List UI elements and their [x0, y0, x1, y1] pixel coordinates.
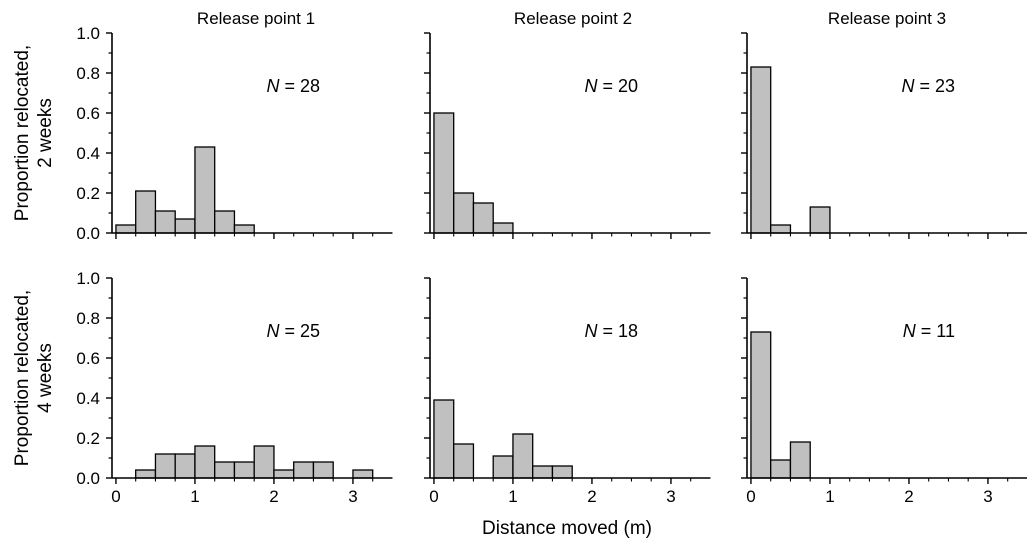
- y-tick-label: 0.4: [76, 144, 100, 163]
- histogram-bar: [312, 461, 334, 479]
- histogram-bar: [233, 224, 255, 234]
- row-label-2-weeks-line1: Proportion relocated,: [12, 45, 33, 221]
- x-tick-label: 3: [983, 487, 992, 506]
- histogram-bar: [174, 218, 196, 234]
- x-tick-label: 0: [111, 487, 120, 506]
- y-tick-label: 1.0: [76, 269, 100, 288]
- histogram-bar: [433, 112, 455, 234]
- histogram-bar: [453, 443, 475, 479]
- histogram-bar: [352, 469, 374, 479]
- row-label-4-weeks-line1: Proportion relocated,: [12, 290, 33, 466]
- x-tick-label: 1: [508, 487, 517, 506]
- row-label-4-weeks-line2: 4 weeks: [35, 343, 56, 413]
- histogram-bar: [472, 202, 494, 234]
- histogram-bar: [135, 190, 157, 234]
- y-tick-label: 0.8: [76, 64, 100, 83]
- y-tick-label: 0.4: [76, 389, 100, 408]
- histogram-bar: [532, 465, 554, 479]
- row-label-2-weeks: Proportion relocated, 2 weeks: [12, 45, 56, 221]
- x-tick-label: 3: [348, 487, 357, 506]
- n-annotation: N = 25: [266, 321, 320, 341]
- histogram-bar: [233, 461, 255, 479]
- histogram-bar: [174, 453, 196, 479]
- panel-r1c2: N = 20: [424, 32, 711, 239]
- y-tick-label: 0.0: [76, 224, 100, 243]
- histogram-bar: [453, 192, 475, 234]
- histogram-bar: [214, 461, 236, 479]
- histogram-bar: [214, 210, 236, 234]
- histogram-bar: [194, 445, 216, 479]
- histogram-bar: [154, 453, 176, 479]
- n-annotation: N = 23: [901, 76, 955, 96]
- histogram-bar: [789, 441, 811, 479]
- n-annotation: N = 20: [584, 76, 638, 96]
- x-tick-label: 0: [429, 487, 438, 506]
- histogram-bar: [194, 146, 216, 234]
- n-annotation: N = 11: [903, 321, 955, 341]
- histogram-bar: [551, 465, 573, 479]
- n-annotation: N = 18: [584, 321, 638, 341]
- y-tick-label: 0.6: [76, 104, 100, 123]
- histogram-bar: [135, 469, 157, 479]
- x-tick-label: 2: [269, 487, 278, 506]
- y-tick-label: 0.0: [76, 469, 100, 488]
- panel-r2c3: 0 1 2 3 N = 11: [741, 277, 1027, 506]
- panel-r1c3: N = 23: [741, 32, 1027, 239]
- panel-title-release-point-2: Release point 2: [514, 9, 632, 28]
- y-tick-label: 0.2: [76, 429, 100, 448]
- y-tick-label: 0.6: [76, 349, 100, 368]
- histogram-bar: [433, 399, 455, 479]
- histogram-bar: [512, 433, 534, 479]
- histogram-bar: [809, 206, 831, 234]
- histogram-bar: [770, 459, 792, 479]
- y-tick-label: 0.8: [76, 309, 100, 328]
- x-tick-label: 3: [666, 487, 675, 506]
- panel-title-release-point-3: Release point 3: [828, 9, 946, 28]
- x-tick-label: 2: [587, 487, 596, 506]
- histogram-bar: [492, 455, 514, 479]
- panel-r2c1: 0.0 0.2 0.4 0.6 0.8 1.0 0 1 2 3 N = 25: [76, 269, 393, 506]
- histogram-bar: [492, 222, 514, 234]
- panel-r2c2: 0 1 2 3 N = 18: [424, 277, 711, 506]
- panels: 0.00.20.40.60.81.0N = 28 N = 20 N = 230.00…: [76, 24, 1027, 506]
- x-tick-label: 1: [190, 487, 199, 506]
- row-label-2-weeks-line2: 2 weeks: [35, 98, 56, 168]
- histogram-bar: [253, 445, 275, 479]
- y-tick-label: 0.2: [76, 184, 100, 203]
- x-tick-label: 2: [904, 487, 913, 506]
- histogram-bar: [154, 210, 176, 234]
- n-annotation: N = 28: [266, 76, 320, 96]
- x-tick-label: 0: [746, 487, 755, 506]
- histogram-bar: [770, 224, 792, 234]
- panel-title-release-point-1: Release point 1: [197, 9, 315, 28]
- histogram-bar: [750, 66, 772, 234]
- x-tick-label: 1: [825, 487, 834, 506]
- histogram-bar: [115, 224, 137, 234]
- histogram-bar: [293, 461, 315, 479]
- y-tick-label: 1.0: [76, 24, 100, 43]
- x-axis-title: Distance moved (m): [482, 518, 652, 539]
- histogram-bar: [750, 331, 772, 479]
- panel-r1c1: 0.0 0.2 0.4 0.6 0.8 1.0 N = 28: [76, 24, 393, 243]
- histogram-bar: [273, 469, 295, 479]
- row-label-4-weeks: Proportion relocated, 4 weeks: [12, 290, 56, 466]
